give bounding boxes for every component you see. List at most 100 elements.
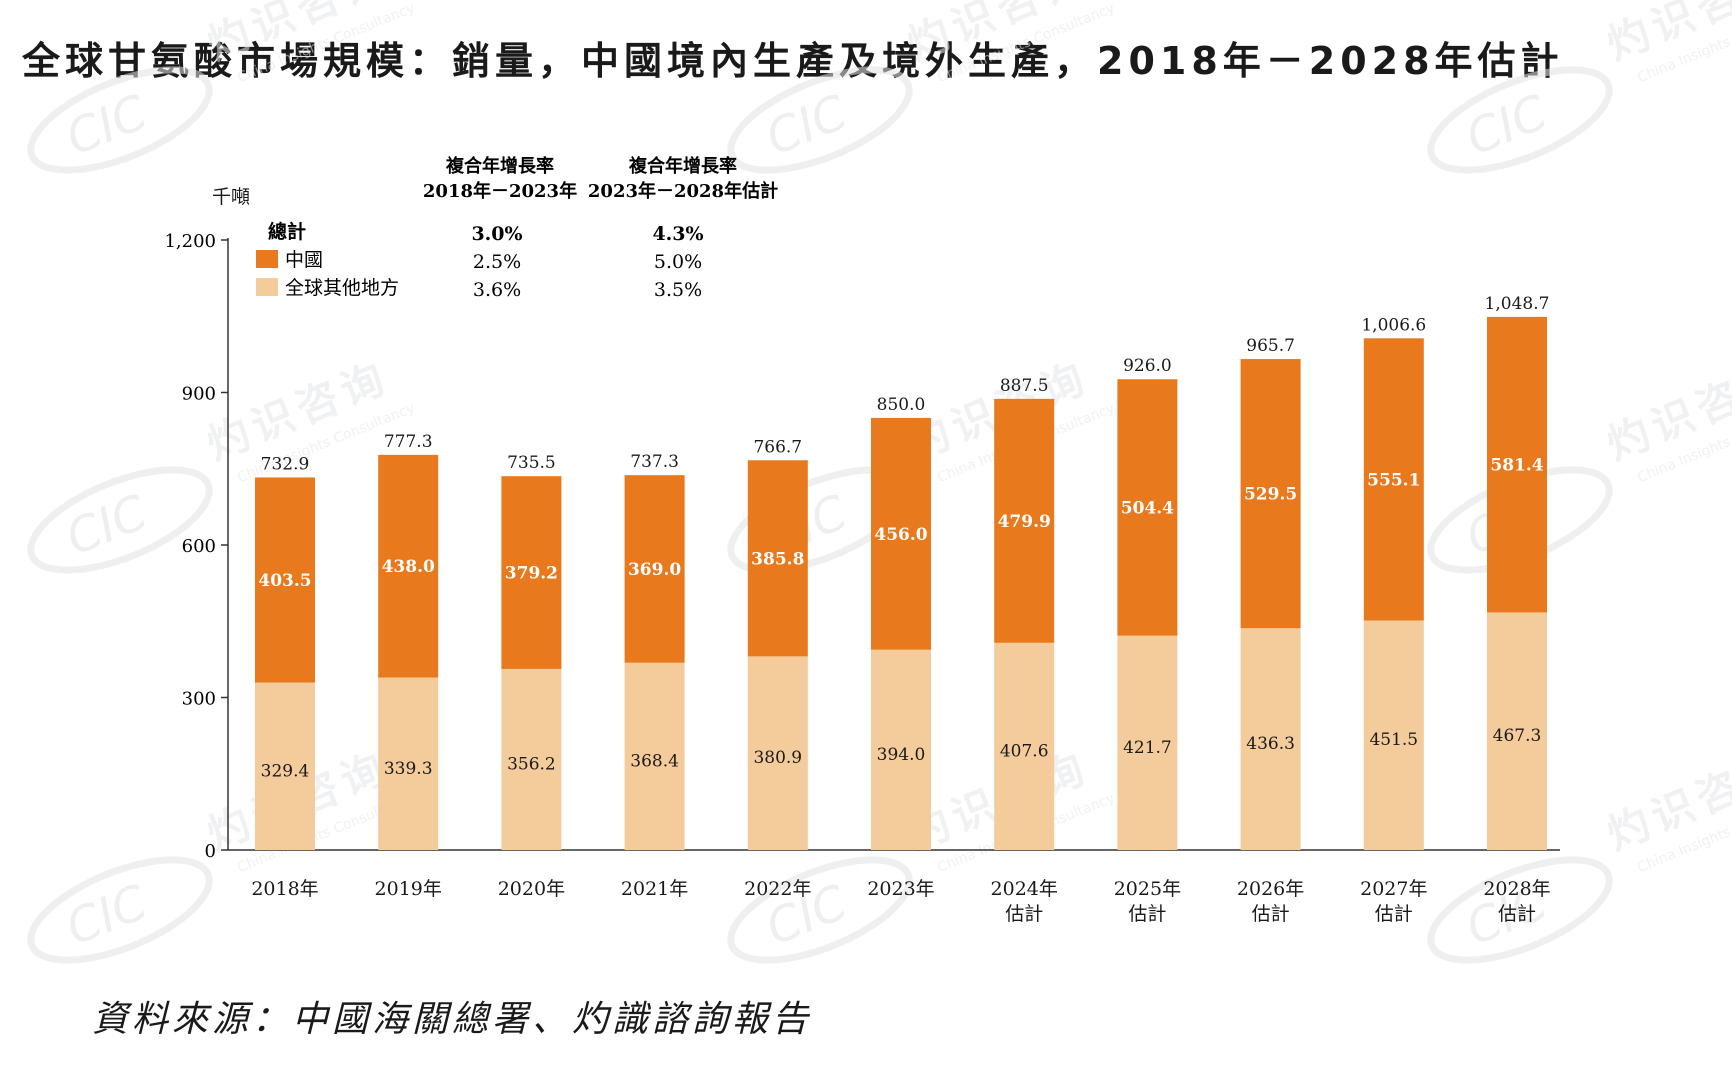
bar-total-label: 732.9 <box>261 454 310 474</box>
bar-label-rest: 451.5 <box>1369 730 1418 750</box>
y-tick-label: 300 <box>182 689 216 710</box>
x-category-label: 2018年 <box>251 878 318 900</box>
cagr-value: 3.0% <box>471 223 522 245</box>
legend-label: 中國 <box>285 249 323 271</box>
bar-rest-of-world <box>994 642 1055 850</box>
y-tick-label: 600 <box>182 536 216 557</box>
bar-rest-of-world <box>1117 635 1178 850</box>
y-tick-label: 0 <box>205 841 216 862</box>
x-category-label: 2025年 <box>1114 878 1181 900</box>
legend-swatch <box>256 250 278 268</box>
bar-china <box>624 475 685 663</box>
bar-total-label: 926.0 <box>1123 356 1172 376</box>
chart-title: 全球甘氨酸市場規模：銷量，中國境內生產及境外生產，2018年－2028年估計 <box>22 39 1564 83</box>
x-category-label: 2023年 <box>867 878 934 900</box>
x-category-label: 估計 <box>1005 903 1043 925</box>
bar-rest-of-world <box>1487 612 1547 850</box>
bar-total-label: 737.3 <box>630 452 679 472</box>
watermark-ring <box>727 856 913 964</box>
bar-label-rest: 436.3 <box>1246 734 1295 754</box>
bar-rest-of-world <box>871 649 931 850</box>
y-axis-unit: 千噸 <box>212 186 250 208</box>
cagr-value: 5.0% <box>654 251 702 273</box>
bar-china <box>378 454 439 678</box>
x-category-label: 2024年 <box>991 878 1058 900</box>
bar-label-rest: 380.9 <box>753 748 802 768</box>
bar-rest-of-world <box>747 656 808 850</box>
bar-rest-of-world <box>378 677 439 850</box>
y-tick-label: 900 <box>182 384 216 405</box>
x-category-label: 2022年 <box>744 878 811 900</box>
cagr-header: 複合年增長率 <box>445 155 554 177</box>
bar-total-label: 1,048.7 <box>1485 294 1550 314</box>
bar-china <box>1363 338 1424 621</box>
bar-china <box>871 417 931 650</box>
bar-rest-of-world <box>501 668 562 850</box>
bar-label-rest: 467.3 <box>1493 726 1542 746</box>
x-category-label: 2026年 <box>1237 878 1304 900</box>
bar-china <box>747 460 808 657</box>
watermark-ring <box>27 466 213 574</box>
bar-total-label: 887.5 <box>1000 376 1049 396</box>
bar-china <box>1117 379 1178 636</box>
watermark-ring <box>27 66 213 174</box>
legend-label: 總計 <box>268 220 306 243</box>
x-category-label: 2019年 <box>375 878 442 900</box>
bar-china <box>994 398 1055 643</box>
bar-label-china: 504.4 <box>1121 498 1174 518</box>
bar-label-china: 555.1 <box>1367 470 1420 490</box>
bar-china <box>255 477 315 683</box>
x-category-label: 2027年 <box>1360 878 1427 900</box>
watermark-ring <box>27 856 213 964</box>
cagr-header: 複合年增長率 <box>628 155 737 177</box>
bar-total-label: 735.5 <box>507 453 556 473</box>
bar-label-china: 456.0 <box>874 525 927 545</box>
bar-label-rest: 356.2 <box>507 754 556 774</box>
bar-total-label: 766.7 <box>753 437 802 457</box>
cagr-value: 3.5% <box>654 279 702 301</box>
x-category-label: 估計 <box>1375 903 1413 925</box>
watermark-ring <box>1427 66 1613 174</box>
x-category-label: 2028年 <box>1483 878 1550 900</box>
source-note: 資料來源：中國海關總署、灼識諮詢報告 <box>92 999 813 1040</box>
bar-rest-of-world <box>255 682 315 850</box>
bar-rest-of-world <box>624 662 685 850</box>
bar-label-china: 529.5 <box>1244 485 1297 505</box>
cagr-header: 2018年－2023年 <box>423 180 577 202</box>
bar-rest-of-world <box>1240 628 1301 850</box>
bar-label-china: 403.5 <box>258 571 311 591</box>
bar-china <box>1487 316 1547 613</box>
bar-label-china: 385.8 <box>751 549 804 569</box>
bar-china <box>501 476 562 669</box>
bar-total-label: 965.7 <box>1246 336 1295 356</box>
cagr-header: 2023年－2028年估計 <box>588 180 778 202</box>
bar-label-china: 581.4 <box>1490 456 1543 476</box>
bar-total-label: 777.3 <box>384 432 433 452</box>
cagr-value: 3.6% <box>473 279 521 301</box>
cagr-value: 2.5% <box>473 251 521 273</box>
bar-layer: 329.4 403.5 732.9 2018年 339.3 438.0 777.3 2019年… <box>251 294 1550 925</box>
bar-total-label: 1,006.6 <box>1361 315 1426 335</box>
x-category-label: 2021年 <box>621 878 688 900</box>
bar-label-rest: 329.4 <box>261 761 310 781</box>
legend-swatch <box>256 278 278 296</box>
bar-total-label: 850.0 <box>877 395 926 415</box>
x-category-label: 估計 <box>1498 903 1536 925</box>
bar-label-china: 379.2 <box>505 564 558 584</box>
bar-label-rest: 368.4 <box>630 751 679 771</box>
bar-label-rest: 407.6 <box>1000 741 1049 761</box>
cagr-value: 4.3% <box>652 223 703 245</box>
y-tick-label: 1,200 <box>164 231 216 252</box>
bar-label-china: 438.0 <box>382 557 435 577</box>
bar-rest-of-world <box>1363 620 1424 850</box>
bar-label-china: 479.9 <box>998 512 1051 532</box>
watermark-ring <box>1427 856 1613 964</box>
